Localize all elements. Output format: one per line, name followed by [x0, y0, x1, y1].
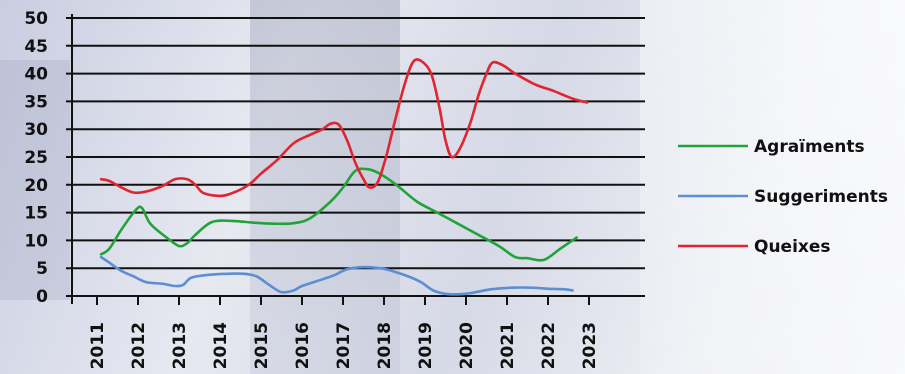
- series-lines: [99, 58, 589, 296]
- y-axis-ticks: 0 5 10 15 20 25 30 35 40 45 50: [24, 9, 48, 307]
- x-axis-ticks: 2011 2012 2013 2014 2015 2016 2017 2018 2019 2020…: [88, 296, 600, 369]
- series-line-agra-ments: [99, 167, 578, 262]
- x-tick-label-2023: 2023: [580, 322, 600, 369]
- x-tick-label-2020: 2020: [457, 322, 477, 369]
- x-tick-label-2012: 2012: [129, 322, 149, 369]
- y-tick-label-45: 45: [24, 37, 48, 57]
- y-tick-label-15: 15: [24, 204, 48, 224]
- axes: [66, 14, 645, 304]
- grid-lines: [66, 17, 645, 270]
- legend-label-queixes: Queixes: [754, 237, 831, 257]
- x-tick-label-2014: 2014: [211, 322, 231, 369]
- x-tick-label-2013: 2013: [170, 322, 190, 369]
- y-tick-label-5: 5: [36, 259, 48, 279]
- x-tick-label-2017: 2017: [334, 322, 354, 369]
- y-tick-label-20: 20: [24, 176, 48, 196]
- y-tick-label-50: 50: [24, 9, 48, 29]
- series-line-queixes: [99, 58, 589, 198]
- legend-label-suggeriments: Suggeriments: [754, 187, 888, 207]
- y-tick-label-25: 25: [24, 148, 48, 168]
- legend: Agraïments Suggeriments Queixes: [678, 137, 888, 257]
- x-tick-label-2022: 2022: [539, 322, 559, 369]
- x-tick-label-2015: 2015: [252, 322, 272, 369]
- y-tick-label-35: 35: [24, 92, 48, 112]
- x-tick-label-2019: 2019: [416, 322, 436, 369]
- x-tick-label-2018: 2018: [375, 322, 395, 369]
- y-tick-label-0: 0: [36, 287, 48, 307]
- y-tick-label-10: 10: [24, 231, 48, 251]
- x-tick-label-2011: 2011: [88, 322, 108, 369]
- series-line-suggeriments: [99, 255, 574, 296]
- x-tick-label-2016: 2016: [293, 322, 313, 369]
- y-tick-label-40: 40: [24, 65, 48, 85]
- legend-label-agra-ments: Agraïments: [754, 137, 865, 157]
- y-tick-label-30: 30: [24, 120, 48, 140]
- x-tick-label-2021: 2021: [498, 322, 518, 369]
